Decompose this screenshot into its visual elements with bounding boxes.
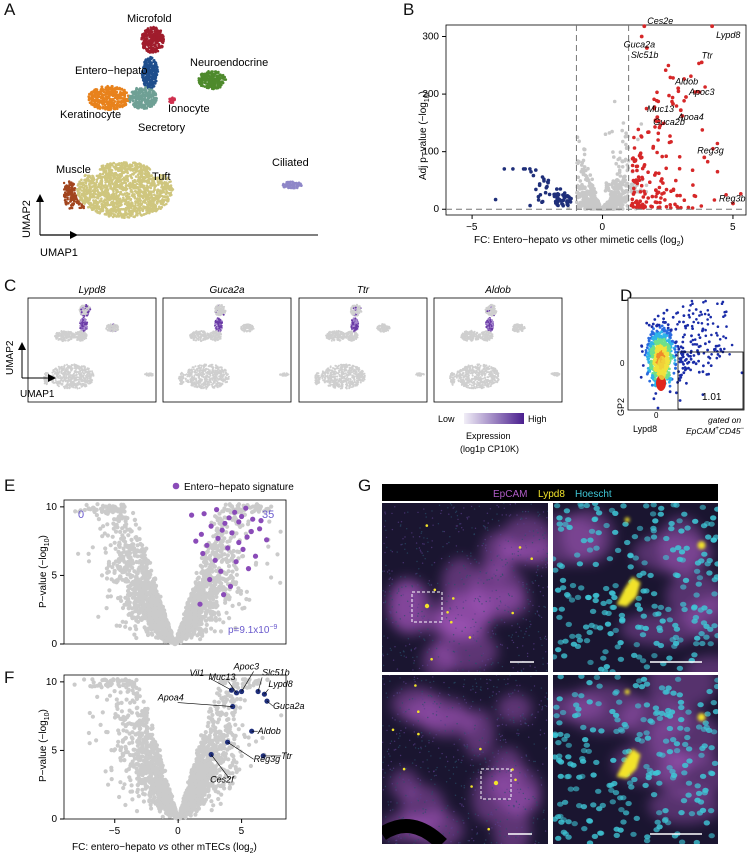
umap-a-xlabel: UMAP1 bbox=[40, 247, 78, 259]
volcano-b-frame bbox=[445, 24, 747, 216]
micrograph-2 bbox=[553, 503, 718, 672]
panel-letter-e: E bbox=[4, 476, 16, 495]
label-muscle: Muscle bbox=[56, 164, 91, 176]
micrograph-1 bbox=[382, 503, 548, 672]
umap-a-x-arrow bbox=[70, 231, 78, 239]
ns-point bbox=[623, 158, 627, 163]
cluster-tuft bbox=[75, 161, 175, 219]
cluster-ciliated bbox=[281, 180, 303, 190]
label-ciliated: Ciliated bbox=[272, 157, 309, 169]
ns-point bbox=[620, 165, 625, 169]
stain-hoechst-label: Hoescht bbox=[575, 489, 612, 500]
label-entero-hepato: Entero−hepato bbox=[75, 65, 147, 77]
label-keratinocyte: Keratinocyte bbox=[60, 109, 121, 121]
cluster-entero-hepato bbox=[140, 55, 160, 91]
panel-letter-b: B bbox=[403, 0, 415, 19]
panel-letter-f: F bbox=[4, 668, 15, 687]
cluster-neuroendocrine bbox=[197, 70, 228, 91]
ns-point bbox=[624, 131, 628, 135]
umap-a-y-arrow bbox=[36, 194, 44, 202]
label-secretory: Secretory bbox=[138, 122, 186, 134]
cluster-secretory bbox=[128, 86, 158, 110]
label-neuroendocrine: Neuroendocrine bbox=[190, 57, 268, 69]
micrographs bbox=[382, 503, 718, 844]
label-ionocyte: Ionocyte bbox=[168, 103, 210, 115]
umap-a-ylabel: UMAP2 bbox=[21, 200, 33, 238]
panel-letter-c: C bbox=[4, 276, 17, 295]
micrograph-4 bbox=[553, 675, 718, 844]
panel-letter-a: A bbox=[4, 0, 16, 19]
cluster-muscle-tail bbox=[62, 181, 86, 210]
ns-point bbox=[582, 152, 587, 157]
stain-lypd8-label: Lypd8 bbox=[538, 489, 565, 500]
stain-epcam-label: EpCAM bbox=[493, 489, 527, 500]
cluster-ionocyte bbox=[168, 96, 176, 104]
cluster-microfold bbox=[140, 25, 165, 54]
label-microfold: Microfold bbox=[127, 13, 172, 25]
label-tuft: Tuft bbox=[152, 171, 171, 183]
micrograph-3 bbox=[382, 675, 548, 844]
umap-a-clusters bbox=[62, 25, 303, 219]
panel-letter-g: G bbox=[358, 476, 372, 495]
volcano-b-points bbox=[493, 24, 743, 211]
